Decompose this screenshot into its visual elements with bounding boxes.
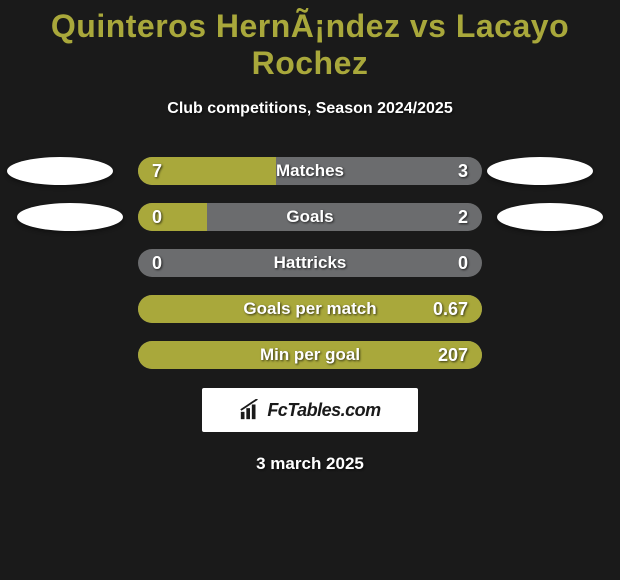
bar-track	[138, 341, 482, 369]
page-title: Quinteros HernÃ¡ndez vs Lacayo Rochez	[0, 0, 620, 82]
page-subtitle: Club competitions, Season 2024/2025	[0, 100, 620, 118]
bar-track	[138, 203, 482, 231]
bar-track	[138, 157, 482, 185]
bar-track	[138, 295, 482, 323]
bar-left-fill	[138, 157, 276, 185]
bar-right-fill	[138, 341, 482, 369]
bar-chart-icon	[239, 399, 261, 421]
source-logo: FcTables.com	[202, 388, 418, 432]
logo-text: FcTables.com	[267, 400, 380, 421]
stats-container: Matches73Goals02Hattricks00Goals per mat…	[0, 148, 620, 378]
bar-left-fill	[138, 203, 207, 231]
player-right-avatar	[497, 203, 603, 231]
stat-row: Hattricks00	[0, 240, 620, 286]
date-label: 3 march 2025	[0, 454, 620, 474]
player-right-avatar	[487, 157, 593, 185]
player-left-avatar	[17, 203, 123, 231]
stat-row: Min per goal207	[0, 332, 620, 378]
bar-right-fill	[138, 295, 482, 323]
player-left-avatar	[7, 157, 113, 185]
stat-row: Goals per match0.67	[0, 286, 620, 332]
bar-track	[138, 249, 482, 277]
